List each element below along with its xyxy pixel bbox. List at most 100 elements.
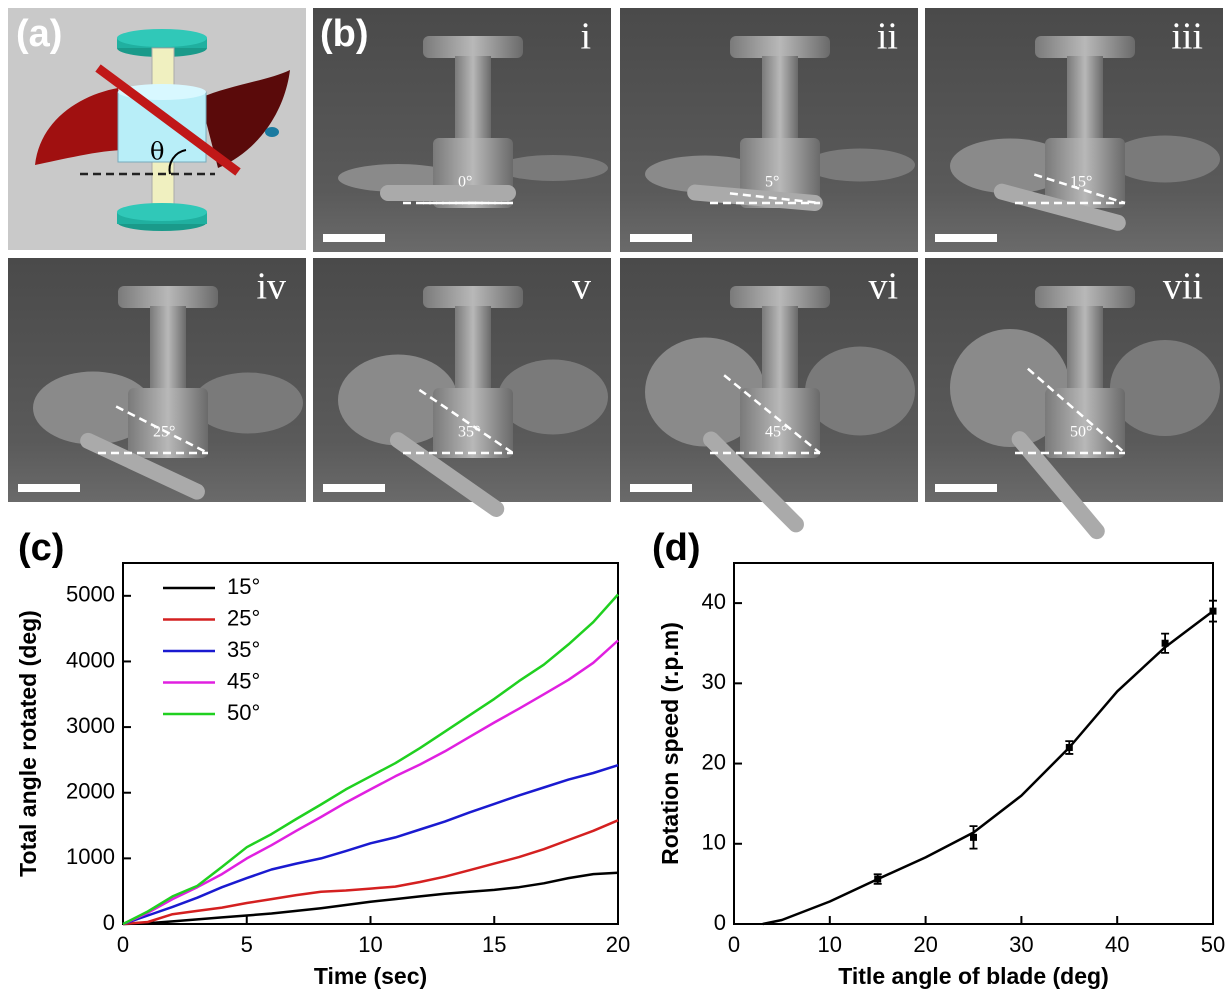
pillar-stem — [1067, 306, 1103, 396]
blade-front — [993, 183, 1126, 231]
blade-right — [1110, 340, 1220, 436]
y-tick-label: 10 — [702, 830, 726, 855]
pillar-cap — [423, 36, 523, 58]
plot-frame — [733, 562, 1214, 925]
y-tick-label: 0 — [103, 910, 115, 935]
fit-line — [762, 610, 1214, 926]
angle-arc — [168, 149, 187, 175]
y-tick-label: 30 — [702, 669, 726, 694]
scale-bar — [935, 234, 997, 242]
tilt-line — [418, 388, 514, 455]
x-axis-title: Time (sec) — [314, 963, 427, 989]
pillar-body — [433, 388, 513, 458]
blade-right — [805, 346, 915, 436]
scale-bar — [630, 484, 692, 492]
angle-label: 25° — [153, 424, 175, 441]
pillar-stem — [1067, 56, 1103, 146]
blade-left — [33, 371, 153, 445]
schematic: θ (a) — [8, 8, 306, 250]
x-tick-label: 15 — [482, 932, 506, 957]
tilt-line — [1033, 173, 1126, 205]
pillar-cap — [730, 36, 830, 58]
pillar-body — [1045, 388, 1125, 458]
x-tick-label: 20 — [913, 932, 937, 957]
x-tick-label: 10 — [358, 932, 382, 957]
y-tick-label: 3000 — [66, 713, 115, 738]
panel-numeral: v — [572, 266, 591, 308]
panel-label: (a) — [16, 13, 62, 55]
blade-right — [1110, 135, 1220, 183]
y-tick-label: 5000 — [66, 582, 115, 607]
pillar-stem — [762, 306, 798, 396]
sem-image: 50° vii — [925, 258, 1223, 540]
data-point — [1209, 607, 1217, 615]
blade-front — [1011, 431, 1105, 540]
x-axis-title: Title angle of blade (deg) — [838, 963, 1109, 989]
pillar-stem — [455, 306, 491, 396]
legend-label: 25° — [227, 605, 260, 630]
pillar-cap — [1035, 286, 1135, 308]
pillar-cap — [423, 286, 523, 308]
panel-label: (c) — [18, 527, 64, 569]
chart: (d) 0 10 20 30 40 50 0 10 20 30 40 Title angle of bl… — [652, 527, 1225, 989]
angle-label: 35° — [458, 424, 480, 441]
blade — [200, 70, 290, 168]
scale-bar — [630, 234, 692, 242]
sem-image: 0° i — [313, 8, 611, 252]
tilt-line — [729, 192, 821, 205]
chart: (c) 0 5 10 15 20 0 1000 2000 3000 4000 5000 Time (se… — [15, 527, 630, 989]
legend-label: 15° — [227, 574, 260, 599]
panel-numeral: iv — [256, 266, 286, 308]
plot-frame — [122, 562, 619, 925]
data-line — [122, 764, 619, 926]
pillar-body — [1045, 138, 1125, 208]
x-tick-label: 0 — [728, 932, 740, 957]
y-axis-title: Total angle rotated (deg) — [15, 610, 41, 877]
panel-numeral: vi — [868, 266, 898, 308]
x-tick-label: 5 — [241, 932, 253, 957]
tilt-line — [723, 374, 821, 454]
pillar-stem — [455, 56, 491, 146]
disk — [117, 29, 207, 47]
blade-right — [498, 155, 608, 181]
legend-label: 45° — [227, 668, 260, 693]
angle-label: 0° — [458, 174, 472, 191]
blade-front — [389, 432, 505, 517]
data-line — [122, 593, 619, 926]
y-tick-label: 20 — [702, 749, 726, 774]
y-tick-label: 2000 — [66, 779, 115, 804]
y-tick-label: 40 — [702, 589, 726, 614]
legend-label: 50° — [227, 700, 260, 725]
angle-label: 15° — [1070, 174, 1092, 191]
data-point — [970, 833, 977, 841]
data-line — [122, 639, 619, 926]
y-tick-label: 1000 — [66, 844, 115, 869]
y-tick-label: 0 — [714, 910, 726, 935]
tilt-line — [115, 405, 209, 455]
scale-bar — [18, 484, 80, 492]
tilt-line — [1027, 367, 1126, 454]
blade-right — [805, 148, 915, 182]
x-tick-label: 30 — [1009, 932, 1033, 957]
panel-numeral: vii — [1163, 266, 1203, 308]
marker — [265, 127, 279, 137]
blade-right — [193, 372, 303, 434]
x-tick-label: 0 — [117, 932, 129, 957]
data-point — [874, 875, 882, 883]
blade-left — [338, 354, 458, 446]
scale-bar — [323, 234, 385, 242]
panel-numeral: ii — [877, 16, 898, 58]
blade-front — [80, 432, 205, 500]
sem-images: 0° i 5° ii 15° iii 25° iv 35° v 45° vi 50° vii — [8, 8, 1223, 540]
pillar-cap — [730, 286, 830, 308]
x-tick-label: 50 — [1201, 932, 1225, 957]
y-tick-label: 4000 — [66, 647, 115, 672]
blade-edge — [95, 64, 241, 176]
sem-image: 45° vi — [620, 258, 918, 533]
panel-numeral: i — [580, 16, 591, 58]
blade — [35, 88, 125, 165]
x-tick-label: 20 — [606, 932, 630, 957]
panel-label: (d) — [652, 527, 701, 569]
